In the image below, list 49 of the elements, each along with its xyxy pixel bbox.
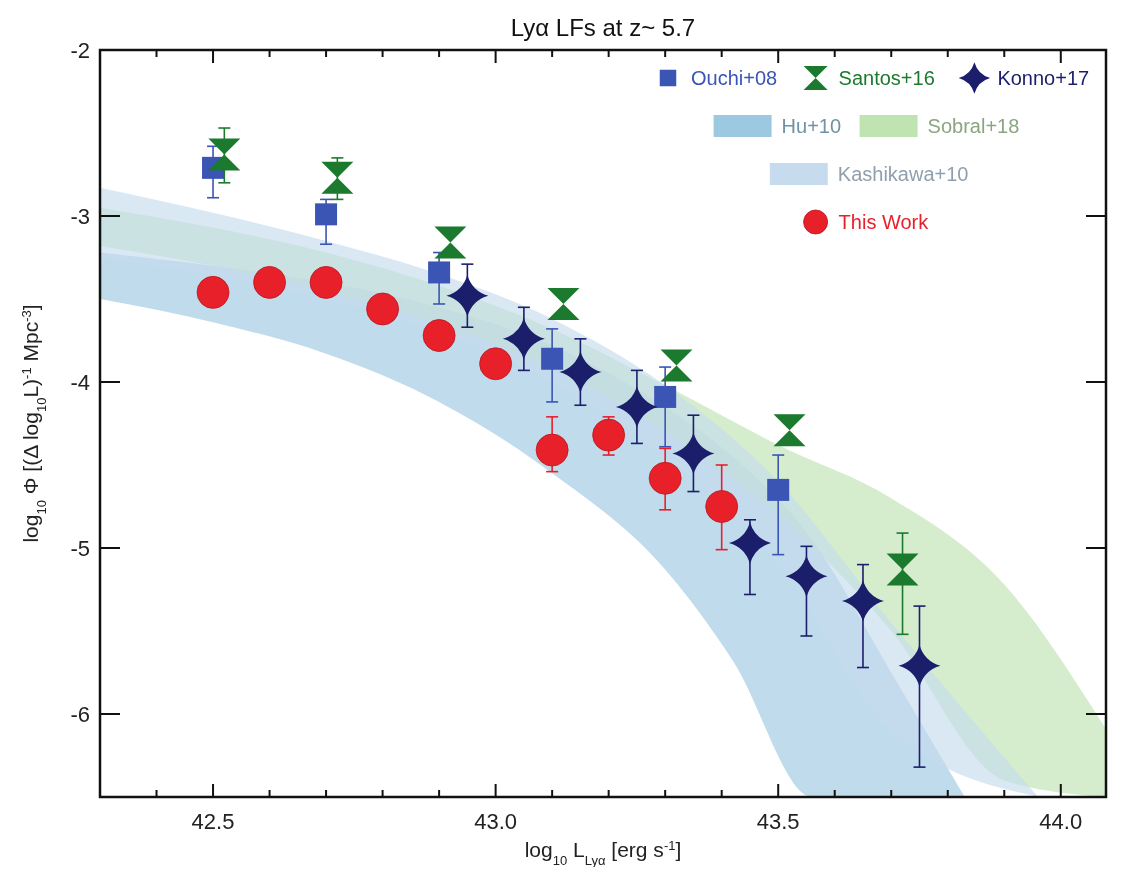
point (309, 266, 343, 299)
legend-label: This Work (838, 211, 930, 233)
x-axis-title: log$_{10}$ L$_{Lyα}$ [erg s$^{-1}$] (524, 837, 682, 868)
point (535, 433, 569, 467)
point (434, 226, 467, 259)
point (767, 478, 790, 501)
y-tick-label: -2 (70, 37, 90, 63)
point (705, 490, 739, 523)
point (728, 522, 771, 565)
point (541, 347, 564, 370)
point (773, 414, 806, 447)
x-tick-label: 44.0 (1039, 809, 1083, 834)
point (196, 275, 230, 309)
x-tick-label: 43.5 (756, 809, 800, 834)
point (428, 261, 451, 284)
y-tick-label: -6 (70, 701, 90, 727)
point (422, 319, 456, 352)
legend-label: Konno+17 (997, 67, 1090, 89)
point (841, 580, 884, 623)
point (615, 385, 658, 428)
y-tick-label: -5 (70, 535, 90, 561)
x-tick-label: 43.0 (474, 809, 518, 834)
point (253, 266, 286, 299)
y-tick-label: -3 (70, 203, 90, 229)
point (559, 351, 602, 394)
point (886, 553, 919, 586)
legend-label: Ouchi+08 (691, 67, 778, 89)
chart-title: Lyα LFs at z~ 5.7 (510, 14, 696, 41)
point (321, 161, 354, 194)
point (660, 349, 693, 382)
x-tick-label: 42.5 (191, 809, 235, 834)
point (208, 138, 241, 171)
point (502, 317, 545, 360)
point (648, 461, 682, 495)
point (654, 385, 677, 408)
y-tick-label: -4 (70, 369, 90, 395)
point (592, 418, 626, 452)
legend-label: Sobral+18 (927, 115, 1020, 137)
point (672, 432, 715, 475)
point (315, 203, 338, 226)
legend-label: Hu+10 (781, 115, 842, 137)
point (547, 287, 580, 320)
point (898, 644, 941, 687)
legend-label: Kashikawa+10 (837, 163, 969, 185)
point (785, 555, 828, 598)
point (366, 292, 399, 326)
point (479, 347, 513, 381)
legend-label: Santos+16 (838, 67, 935, 89)
point (446, 274, 489, 317)
